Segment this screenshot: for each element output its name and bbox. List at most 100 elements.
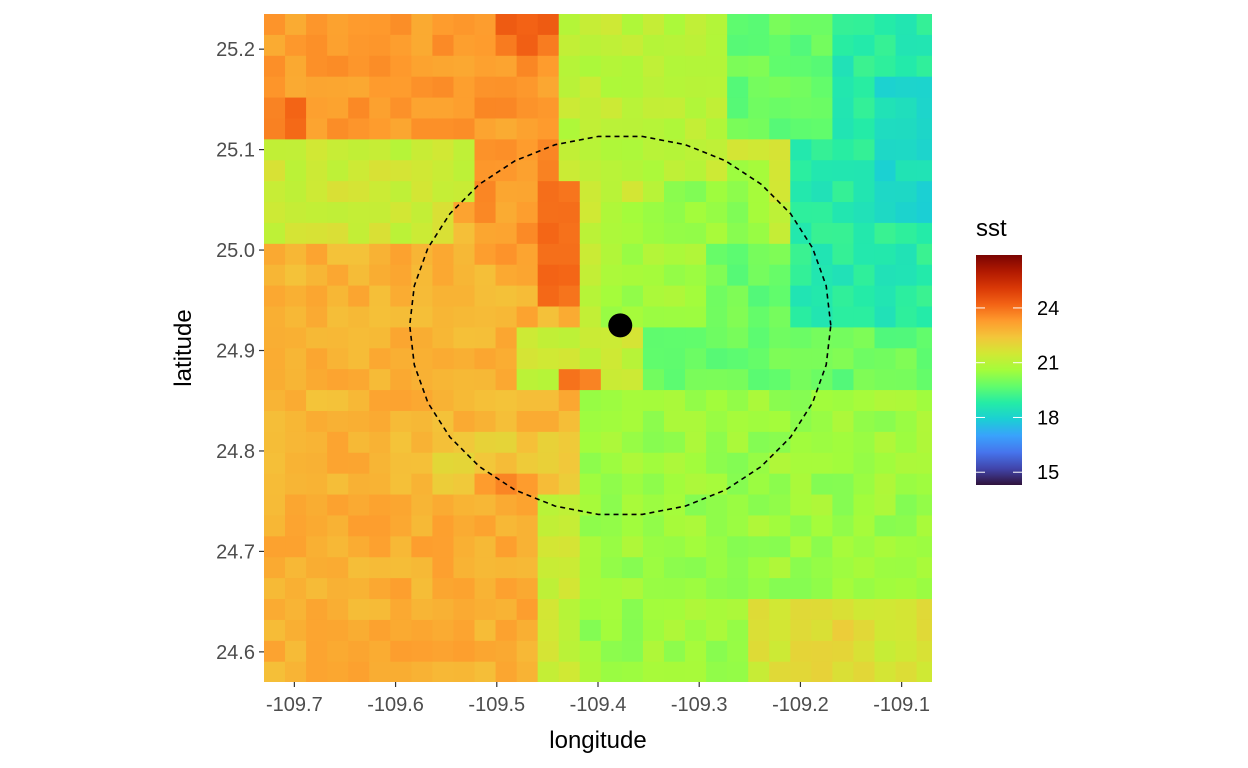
sst-cell: [811, 556, 834, 579]
sst-cell: [579, 452, 602, 474]
sst-cell: [327, 34, 349, 56]
sst-cell: [390, 556, 412, 579]
sst-cell: [348, 389, 370, 411]
sst-cell: [811, 598, 834, 620]
sst-cell: [853, 347, 876, 370]
sst-cell: [727, 368, 749, 391]
sst-cell: [706, 180, 728, 203]
sst-cell: [874, 368, 897, 391]
sst-cell: [537, 222, 560, 244]
sst-cell: [285, 264, 307, 286]
sst-cell: [706, 389, 728, 411]
buffer-layer: [408, 135, 832, 516]
sst-cell: [853, 514, 876, 537]
sst-cell: [874, 473, 897, 495]
sst-cell: [895, 159, 918, 182]
sst-cell: [621, 535, 644, 558]
sst-cell: [306, 14, 328, 35]
sst-cell: [895, 34, 918, 56]
sst-cell: [495, 368, 518, 391]
sst-cell: [621, 138, 644, 161]
sst-cell: [769, 452, 791, 474]
sst-cell: [285, 556, 307, 579]
sst-cell: [853, 493, 876, 516]
sst-cell: [642, 55, 665, 77]
sst-cell: [411, 493, 434, 516]
sst-cell: [285, 640, 307, 662]
sst-cell: [327, 431, 349, 453]
sst-cell: [369, 305, 391, 328]
sst-cell: [853, 410, 876, 432]
sst-cell: [474, 34, 497, 56]
sst-cell: [348, 514, 370, 537]
sst-cell: [727, 14, 749, 35]
sst-cell: [895, 285, 918, 307]
sst-cell: [474, 598, 497, 620]
sst-cell: [748, 431, 770, 453]
sst-cell: [348, 34, 370, 56]
sst-cell: [327, 159, 349, 182]
sst-cell: [516, 473, 539, 495]
sst-cell: [453, 556, 476, 579]
sst-cell: [663, 389, 686, 411]
sst-cell: [306, 368, 328, 391]
sst-cell: [832, 556, 855, 579]
sst-cell: [495, 117, 518, 140]
sst-cell: [874, 34, 897, 56]
sst-cell: [306, 347, 328, 370]
sst-cell: [685, 577, 707, 600]
sst-cell: [832, 76, 855, 98]
sst-cell: [748, 264, 770, 286]
sst-cell: [600, 473, 623, 495]
sst-cell: [306, 452, 328, 474]
sst-cell: [348, 96, 370, 119]
sst-cell: [411, 452, 434, 474]
sst-cell: [537, 389, 560, 411]
sst-cell: [769, 159, 791, 182]
sst-cell: [790, 76, 812, 98]
sst-cell: [600, 389, 623, 411]
sst-cell: [558, 347, 581, 370]
sst-cell: [285, 514, 307, 537]
sst-cell: [537, 96, 560, 119]
sst-cell: [895, 138, 918, 161]
sst-cell: [453, 452, 476, 474]
sst-cell: [748, 159, 770, 182]
sst-cell: [600, 640, 623, 662]
sst-cell: [663, 577, 686, 600]
sst-cell: [685, 76, 707, 98]
sst-cell: [474, 535, 497, 558]
sst-cell: [327, 535, 349, 558]
sst-cell: [348, 577, 370, 600]
sst-cell: [432, 640, 455, 662]
sst-cell: [453, 201, 476, 223]
sst-cell: [895, 431, 918, 453]
sst-cell: [453, 661, 476, 682]
sst-cell: [769, 117, 791, 140]
sst-cell: [579, 431, 602, 453]
sst-cell: [874, 222, 897, 244]
sst-cell: [369, 285, 391, 307]
sst-cell: [579, 305, 602, 328]
sst-cell: [558, 222, 581, 244]
sst-cell: [853, 556, 876, 579]
sst-cell: [348, 452, 370, 474]
sst-cell: [600, 410, 623, 432]
sst-cell: [895, 96, 918, 119]
sst-cell: [853, 138, 876, 161]
sst-cell: [306, 201, 328, 223]
sst-cell: [832, 14, 855, 35]
sst-cell: [537, 661, 560, 682]
sst-cell: [727, 326, 749, 349]
sst-cell: [769, 661, 791, 682]
sst-cell: [621, 452, 644, 474]
sst-cell: [453, 640, 476, 662]
sst-cell: [895, 243, 918, 265]
sst-cell: [748, 55, 770, 77]
sst-cell: [306, 598, 328, 620]
sst-cell: [642, 76, 665, 98]
sst-cell: [537, 76, 560, 98]
sst-cell: [769, 326, 791, 349]
sst-cell: [306, 514, 328, 537]
sst-cell: [411, 514, 434, 537]
